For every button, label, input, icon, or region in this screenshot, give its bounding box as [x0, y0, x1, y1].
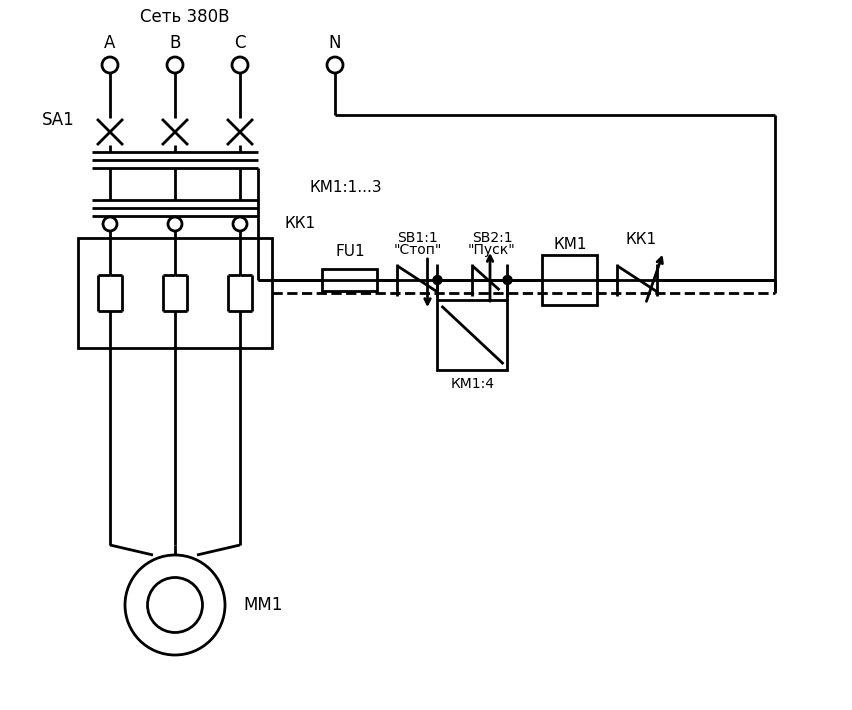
Text: A: A [104, 34, 116, 52]
Circle shape [103, 217, 117, 231]
Circle shape [503, 275, 511, 285]
Text: КМ1:1...3: КМ1:1...3 [309, 180, 383, 195]
Text: КМ1:4: КМ1:4 [450, 377, 494, 391]
Text: "Стоп": "Стоп" [393, 243, 441, 257]
Text: Сеть 380В: Сеть 380В [140, 8, 229, 26]
Bar [322, 269, 377, 291]
Circle shape [433, 275, 441, 285]
Bar [78, 238, 272, 348]
Text: SB2:1: SB2:1 [471, 231, 512, 245]
Circle shape [102, 57, 118, 73]
Circle shape [326, 57, 343, 73]
Circle shape [167, 57, 183, 73]
Bar [542, 255, 596, 305]
Text: КК1: КК1 [625, 232, 656, 248]
Text: SA1: SA1 [42, 111, 74, 129]
Circle shape [168, 217, 181, 231]
Text: КК1: КК1 [285, 217, 316, 231]
Circle shape [233, 217, 247, 231]
Text: КМ1: КМ1 [553, 238, 586, 253]
Text: ММ1: ММ1 [243, 596, 282, 614]
Text: B: B [169, 34, 181, 52]
Text: "Пуск": "Пуск" [468, 243, 515, 257]
Text: C: C [234, 34, 245, 52]
Bar [437, 300, 507, 370]
Circle shape [232, 57, 248, 73]
Text: N: N [328, 34, 341, 52]
Text: FU1: FU1 [335, 244, 365, 259]
Text: SB1:1: SB1:1 [397, 231, 437, 245]
